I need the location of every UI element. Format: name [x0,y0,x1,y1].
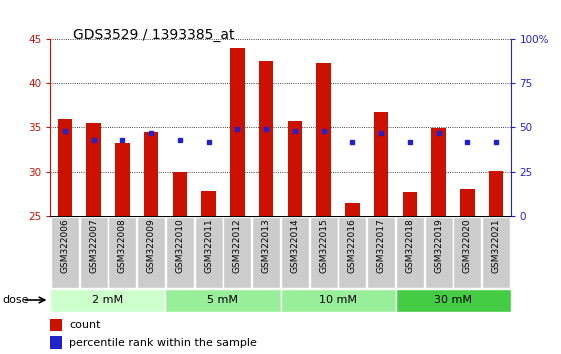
FancyBboxPatch shape [195,217,223,288]
Text: 2 mM: 2 mM [93,295,123,305]
FancyBboxPatch shape [396,217,424,288]
FancyBboxPatch shape [137,217,165,288]
Text: GSM322007: GSM322007 [89,218,98,273]
Text: 5 mM: 5 mM [208,295,238,305]
Text: GSM322010: GSM322010 [176,218,185,273]
Bar [431,129,446,216]
Text: percentile rank within the sample: percentile rank within the sample [69,338,257,348]
Bar [489,171,503,216]
Bar [50,289,165,312]
Text: GSM322021: GSM322021 [491,218,500,273]
Text: GSM322018: GSM322018 [406,218,415,273]
Bar [58,119,72,216]
Text: GSM322015: GSM322015 [319,218,328,273]
Text: count: count [69,320,100,330]
Text: GSM322016: GSM322016 [348,218,357,273]
FancyBboxPatch shape [252,217,280,288]
Bar [201,191,216,216]
Bar [173,172,187,216]
Text: 10 mM: 10 mM [319,295,357,305]
Bar [374,113,388,216]
FancyBboxPatch shape [425,217,453,288]
Text: 30 mM: 30 mM [434,295,472,305]
Text: GSM322008: GSM322008 [118,218,127,273]
FancyBboxPatch shape [223,217,251,288]
Text: GSM322013: GSM322013 [261,218,270,273]
Bar [115,143,130,216]
FancyBboxPatch shape [80,217,108,288]
Bar [165,289,280,312]
Bar [230,48,245,216]
Bar [345,202,360,216]
Text: GSM322017: GSM322017 [376,218,385,273]
FancyBboxPatch shape [281,217,309,288]
Text: GSM322012: GSM322012 [233,218,242,273]
FancyBboxPatch shape [108,217,136,288]
Bar [86,123,101,216]
FancyBboxPatch shape [338,217,366,288]
Text: GDS3529 / 1393385_at: GDS3529 / 1393385_at [73,28,234,42]
Bar [396,289,511,312]
Bar [288,121,302,216]
Bar [403,192,417,216]
Text: GSM322020: GSM322020 [463,218,472,273]
Bar [460,189,475,216]
Text: GSM322006: GSM322006 [61,218,70,273]
FancyBboxPatch shape [482,217,510,288]
Bar [50,336,62,349]
FancyBboxPatch shape [166,217,194,288]
Text: GSM322019: GSM322019 [434,218,443,273]
Text: GSM322014: GSM322014 [291,218,300,273]
Bar [50,319,62,331]
Text: GSM322009: GSM322009 [146,218,155,273]
FancyBboxPatch shape [51,217,79,288]
Text: dose: dose [3,295,29,305]
Text: GSM322011: GSM322011 [204,218,213,273]
Bar [316,63,331,216]
FancyBboxPatch shape [310,217,338,288]
Bar [259,61,273,216]
Bar [144,132,158,216]
FancyBboxPatch shape [453,217,481,288]
Bar [280,289,396,312]
FancyBboxPatch shape [367,217,395,288]
